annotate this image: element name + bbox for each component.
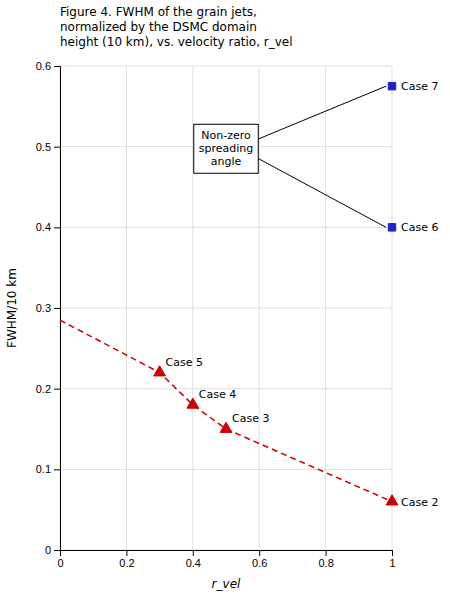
point-label: Case 4 — [199, 388, 236, 401]
annotation-connector — [258, 86, 386, 139]
y-tick-label: 0.6 — [36, 60, 51, 72]
x-tick-mark — [193, 550, 194, 556]
y-tick: 0.6 — [36, 60, 60, 72]
y-tick-label: 0.5 — [36, 141, 51, 153]
x-tick-mark — [126, 550, 127, 556]
y-tick-mark — [54, 469, 60, 470]
y-tick: 0.4 — [36, 221, 60, 233]
point-label: Case 2 — [401, 496, 438, 509]
y-tick-label: 0.4 — [36, 221, 51, 233]
y-tick: 0.2 — [36, 383, 60, 395]
point-label: Case 6 — [401, 221, 438, 234]
point — [220, 422, 232, 432]
point-label: Case 3 — [232, 412, 269, 425]
point-label: Case 5 — [166, 356, 203, 369]
x-tick: 0.8 — [318, 550, 333, 569]
x-tick: 0.2 — [119, 550, 134, 569]
y-tick-mark — [54, 550, 60, 551]
y-axis-line — [54, 67, 61, 551]
x-tick: 0.4 — [186, 550, 201, 569]
x-tick-mark — [259, 550, 260, 556]
y-tick: 0.5 — [36, 141, 60, 153]
y-tick-mark — [54, 66, 60, 67]
x-axis-line — [61, 551, 393, 557]
point — [386, 495, 398, 505]
point — [388, 224, 395, 231]
x-tick-mark — [392, 550, 393, 556]
x-tick-mark — [326, 550, 327, 556]
point-label: Case 7 — [401, 80, 438, 93]
line-layer — [60, 320, 392, 502]
y-tick-label: 0 — [45, 544, 51, 556]
y-tick: 0.3 — [36, 302, 60, 314]
y-tick-label: 0.1 — [36, 463, 51, 475]
y-grid-line — [60, 308, 392, 309]
point — [388, 82, 395, 89]
y-tick-label: 0.2 — [36, 383, 51, 395]
y-axis: 0 0.1 0.2 0.3 0.4 0.5 0.6 — [36, 60, 61, 556]
x-tick-label: 0.6 — [252, 557, 267, 569]
trend-line — [60, 320, 392, 502]
x-tick: 0.6 — [252, 550, 267, 569]
label-layer: Case 5 Case 4 Case 3 Case 2 Case 6 Case 7 — [166, 80, 439, 508]
plot: 00.20.40.60.8100.10.20.30.40.50.6Case 5C… — [36, 60, 439, 569]
annotation-text: Non-zerospreadingangle — [199, 129, 254, 168]
y-grid-line — [60, 469, 392, 470]
x-axis-title: r_vel — [212, 577, 241, 591]
y-tick-label: 0.3 — [36, 302, 51, 314]
annotation: Non-zerospreadingangle — [194, 86, 386, 227]
x-tick-label: 0.4 — [186, 557, 201, 569]
y-tick: 0 — [45, 544, 60, 556]
y-axis-title: FWHM/10 km — [5, 268, 19, 348]
annotation-box — [194, 124, 259, 173]
y-tick-mark — [54, 389, 60, 390]
point — [187, 398, 199, 408]
x-tick: 0 — [57, 550, 63, 569]
point — [154, 366, 166, 376]
x-tick-label: 0.2 — [119, 557, 134, 569]
y-tick-mark — [54, 227, 60, 228]
y-tick-mark — [54, 147, 60, 148]
x-tick-label: 0 — [57, 557, 63, 569]
x-tick-label: 1 — [389, 557, 395, 569]
point-layer — [154, 82, 398, 505]
chart: 00.20.40.60.8100.10.20.30.40.50.6Case 5C… — [0, 0, 450, 600]
annotation-connector — [258, 159, 386, 228]
x-axis: 0 0.2 0.4 0.6 0.8 1 — [57, 550, 395, 569]
chart-title: Figure 4. FWHM of the grain jets,normali… — [60, 5, 293, 49]
y-tick-mark — [54, 308, 60, 309]
y-grid-line — [60, 66, 392, 67]
x-tick-label: 0.8 — [318, 557, 333, 569]
grid — [60, 66, 392, 550]
annotation-connectors — [258, 86, 386, 227]
x-tick: 1 — [389, 550, 395, 569]
y-grid-line — [60, 227, 392, 228]
y-tick: 0.1 — [36, 463, 60, 475]
